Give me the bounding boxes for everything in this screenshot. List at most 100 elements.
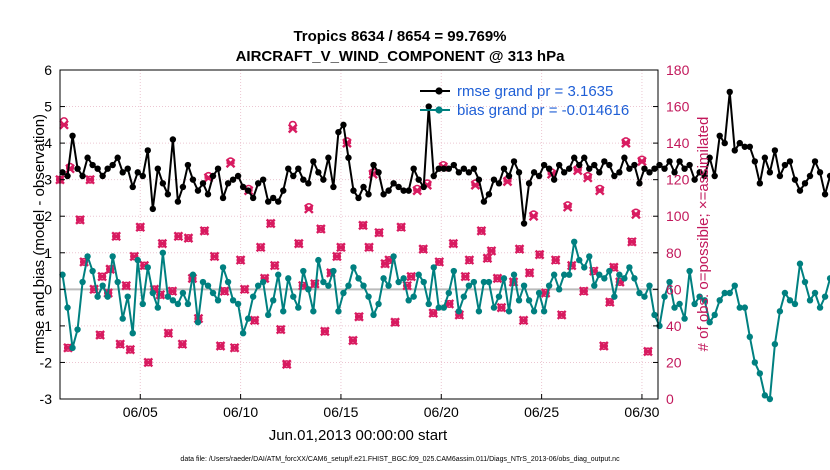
chart-title: Tropics 8634 / 8654 = 99.769% bbox=[293, 28, 506, 45]
bias-point bbox=[751, 359, 759, 366]
bias-point bbox=[74, 326, 81, 333]
obs-assimilated-point bbox=[354, 311, 364, 322]
obs-assimilated-point bbox=[486, 246, 497, 256]
rmse-point bbox=[415, 176, 422, 183]
bias-point bbox=[611, 293, 618, 300]
obs-assimilated-point bbox=[374, 227, 384, 238]
rmse-point bbox=[385, 187, 392, 194]
obs-assimilated-series bbox=[55, 119, 653, 370]
bias-point bbox=[179, 289, 187, 297]
bias-point bbox=[666, 278, 673, 286]
rmse-point bbox=[224, 180, 232, 187]
bias-point bbox=[445, 289, 453, 297]
bias-point bbox=[320, 278, 327, 286]
bias-point bbox=[295, 304, 302, 311]
bias-point bbox=[129, 330, 136, 337]
rmse-point bbox=[545, 165, 553, 172]
rmse-point bbox=[761, 154, 769, 161]
bias-point bbox=[229, 297, 237, 304]
bias-point bbox=[59, 271, 66, 278]
y-tick-label: -2 bbox=[40, 354, 53, 370]
rmse-point bbox=[239, 183, 247, 191]
rmse-point bbox=[139, 172, 146, 180]
bias-point bbox=[249, 293, 257, 300]
rmse-point bbox=[591, 161, 598, 169]
bias-point bbox=[340, 289, 347, 297]
obs-assimilated-point bbox=[448, 238, 459, 249]
bias-point bbox=[440, 304, 447, 311]
obs-assimilated-point bbox=[265, 218, 276, 229]
bias-point bbox=[480, 278, 488, 286]
bias-point bbox=[686, 267, 693, 275]
bias-point bbox=[581, 264, 588, 271]
rmse-point bbox=[806, 172, 814, 180]
x-axis-label: Jun.01,2013 00:00:00 start bbox=[269, 427, 448, 444]
x-tick-label: 06/05 bbox=[123, 404, 158, 420]
rmse-point bbox=[566, 165, 573, 172]
bias-point bbox=[621, 275, 628, 282]
footer-data-file: data file: /Users/raeder/DAI/ATM_forcXX/… bbox=[180, 456, 620, 463]
bias-point bbox=[591, 282, 598, 289]
y-tick-label: 6 bbox=[44, 62, 52, 78]
bias-point bbox=[776, 308, 784, 315]
bias-point bbox=[169, 297, 177, 304]
rmse-point bbox=[706, 154, 713, 161]
rmse-point bbox=[696, 169, 703, 176]
rmse-point bbox=[84, 154, 91, 161]
obs-assimilated-point bbox=[269, 260, 280, 271]
rmse-point bbox=[721, 139, 728, 147]
rmse-point bbox=[275, 198, 282, 205]
rmse-point bbox=[480, 198, 488, 205]
bias-point bbox=[204, 282, 212, 289]
rmse-point bbox=[179, 183, 187, 191]
bias-point bbox=[771, 340, 779, 348]
rmse-point bbox=[821, 191, 829, 198]
bias-point bbox=[651, 311, 658, 319]
obs-assimilated-point bbox=[239, 284, 250, 295]
y-right-tick-label: 120 bbox=[666, 172, 690, 188]
bias-point bbox=[275, 271, 282, 278]
bias-point bbox=[99, 282, 106, 289]
rmse-point bbox=[104, 165, 111, 172]
rmse-point bbox=[435, 165, 442, 172]
rmse-point bbox=[109, 161, 116, 169]
rmse-point bbox=[64, 172, 71, 180]
rmse-point bbox=[420, 183, 427, 191]
bias-point bbox=[576, 256, 583, 264]
obs-assimilated-point bbox=[604, 297, 615, 307]
bias-point bbox=[315, 256, 322, 264]
bias-point bbox=[259, 278, 267, 286]
bias-point bbox=[365, 293, 372, 300]
bias-point bbox=[535, 289, 543, 297]
rmse-point bbox=[736, 139, 743, 147]
rmse-point bbox=[621, 154, 628, 161]
bias-point bbox=[264, 311, 272, 319]
rmse-point bbox=[330, 183, 337, 191]
rmse-point bbox=[571, 154, 578, 161]
rmse-point bbox=[440, 165, 447, 172]
obs-assimilated-point bbox=[316, 224, 326, 234]
rmse-point bbox=[520, 220, 528, 227]
rmse-point bbox=[510, 158, 518, 165]
obs-assimilated-point bbox=[364, 242, 374, 253]
rmse-point bbox=[811, 158, 819, 165]
bias-point bbox=[270, 297, 277, 304]
obs-assimilated-point bbox=[229, 342, 240, 353]
rmse-point bbox=[535, 172, 543, 180]
bias-point bbox=[801, 278, 809, 286]
bias-point bbox=[816, 304, 824, 311]
rmse-point bbox=[475, 176, 483, 183]
bias-point bbox=[345, 282, 352, 289]
bias-point bbox=[290, 293, 297, 300]
rmse-point bbox=[691, 176, 698, 183]
legend-bias-label: bias grand pr = -0.014616 bbox=[457, 102, 629, 119]
bias-point bbox=[746, 333, 754, 341]
rmse-point bbox=[490, 176, 498, 183]
rmse-point bbox=[450, 161, 458, 169]
bias-point bbox=[144, 264, 151, 271]
bias-point bbox=[380, 275, 387, 282]
obs-assimilated-point bbox=[97, 271, 107, 282]
rmse-point bbox=[711, 172, 718, 180]
bias-point bbox=[786, 297, 794, 304]
bias-point bbox=[475, 308, 483, 315]
